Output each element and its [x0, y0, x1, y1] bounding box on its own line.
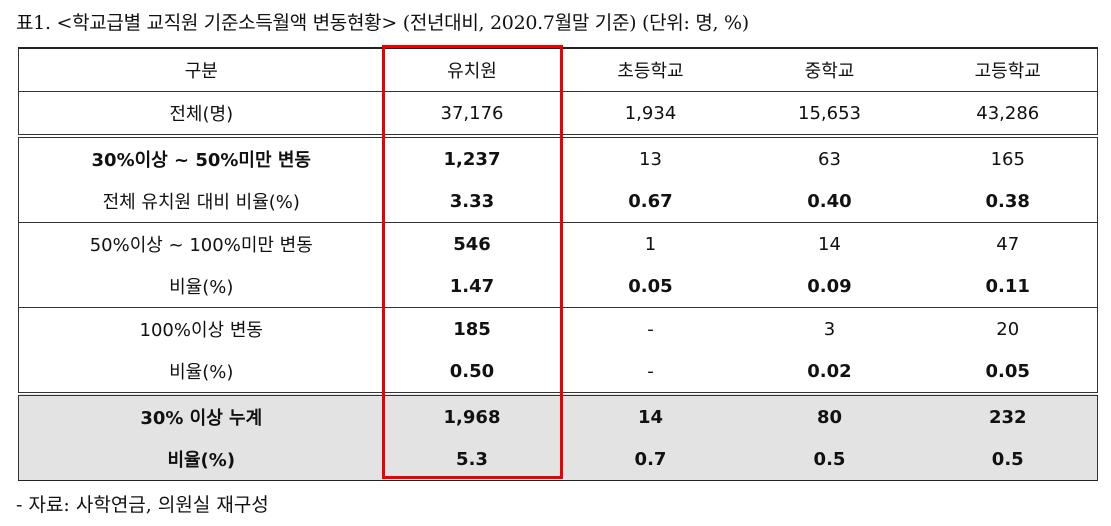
- row-label: 비율(%): [18, 350, 384, 396]
- cell: 1,934: [560, 91, 741, 138]
- row-label: 50%이상 ~ 100%미만 변동: [89, 235, 313, 256]
- row-label: 비율(%): [18, 438, 384, 481]
- cell: 0.5: [918, 438, 1098, 481]
- cell: 중학교: [740, 47, 919, 92]
- cell: 1,237: [443, 148, 501, 170]
- cell: 0.5: [740, 438, 919, 481]
- cell: 0.40: [740, 180, 919, 223]
- cell: 0.09: [740, 265, 919, 308]
- table-row: 50%이상 ~ 100%미만 변동 546 1 14 47: [19, 223, 1098, 266]
- row-label: 30% 이상 누계: [18, 394, 384, 438]
- table-row: 비율(%) 1.47 0.05 0.09 0.11: [18, 265, 1098, 308]
- cell: -: [560, 350, 741, 396]
- row-label: 비율(%): [18, 265, 384, 308]
- caption: 표1. <학교급별 교직원 기준소득월액 변동현황> (전년대비, 2020.7…: [16, 12, 749, 34]
- cell: 15,653: [740, 91, 919, 138]
- cell: 0.05: [560, 265, 741, 308]
- row-label: 30%이상 ~ 50%미만 변동: [91, 150, 311, 171]
- cell: 초등학교: [560, 47, 741, 92]
- cell: 5.3: [383, 438, 561, 481]
- table-row: 전체(명) 37,176 1,934 15,653 43,286: [18, 91, 1098, 138]
- row-label: 전체(명): [18, 91, 384, 138]
- source-note: - 자료: 사학연금, 의원실 재구성: [16, 494, 269, 516]
- cell: 0.67: [560, 180, 741, 223]
- table-row: 전체 유치원 대비 비율(%) 3.33 0.67 0.40 0.38: [18, 180, 1098, 223]
- cell: 232: [918, 394, 1098, 438]
- cell: 20: [996, 318, 1020, 340]
- cell: 43,286: [918, 91, 1098, 138]
- row-label: 전체 유치원 대비 비율(%): [18, 180, 384, 223]
- cell: 80: [740, 394, 919, 438]
- table-row: 30% 이상 누계 1,968 14 80 232: [18, 394, 1098, 438]
- table-row: 비율(%) 5.3 0.7 0.5 0.5: [18, 438, 1098, 481]
- table-row: 30%이상 ~ 50%미만 변동 1,237 13 63 165: [19, 136, 1098, 180]
- data-table: 구분 유치원 초등학교 중학교 고등학교 전체(명) 37,176 1,934 15,653 43…: [18, 47, 1098, 481]
- cell: 14: [818, 233, 841, 255]
- cell: 고등학교: [918, 47, 1098, 92]
- cell: 1: [644, 233, 657, 255]
- cell: 47: [996, 233, 1020, 255]
- cell: 546: [453, 233, 491, 255]
- cell: 0.7: [560, 438, 741, 481]
- row-label: 100%이상 변동: [139, 320, 263, 341]
- row-label: 구분: [18, 47, 384, 92]
- cell: 0.50: [383, 350, 561, 396]
- cell: 유치원: [383, 47, 561, 92]
- table-row: 비율(%) 0.50-0.02 0.05: [18, 350, 1098, 396]
- cell: 3: [823, 318, 836, 340]
- cell: 185: [453, 318, 491, 340]
- cell: 37,176: [383, 91, 561, 138]
- cell: 1.47: [383, 265, 561, 308]
- cell: 165: [990, 148, 1025, 170]
- cell: 14: [560, 394, 741, 438]
- cell: 0.11: [918, 265, 1098, 308]
- table-row: 100%이상 변동 185 - 3 20: [19, 308, 1098, 351]
- cell: 0.02: [740, 350, 919, 396]
- cell: 13: [639, 148, 662, 170]
- table-row: 구분 유치원 초등학교 중학교 고등학교: [18, 47, 1098, 92]
- cell: -: [647, 318, 654, 340]
- cell: 0.05: [918, 350, 1098, 396]
- cell: 3.33: [383, 180, 561, 223]
- cell: 1,968: [383, 394, 561, 438]
- cell: 63: [818, 148, 841, 170]
- cell: 0.38: [918, 180, 1098, 223]
